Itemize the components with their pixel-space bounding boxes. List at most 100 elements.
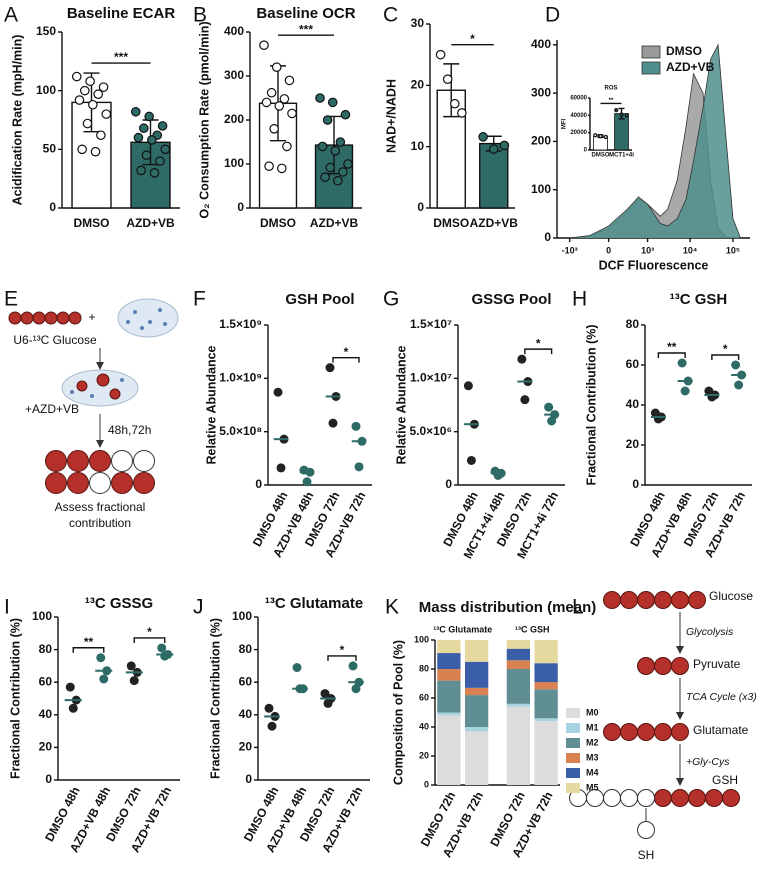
panel-letter: G [383, 288, 399, 311]
data-point [136, 165, 146, 176]
y-tick-label: 30 [411, 16, 425, 30]
data-point [284, 75, 295, 86]
data-point [517, 354, 527, 364]
data-point [325, 162, 335, 173]
data-point [348, 661, 358, 671]
y-axis-label: O₂ Consumption Rate (pmol/min) [197, 21, 211, 218]
data-point [320, 689, 330, 699]
significance-label: * [470, 32, 475, 46]
significance-label: * [340, 643, 345, 657]
x-tick-label: AZD+VB [310, 216, 359, 230]
data-point [126, 661, 136, 671]
chart-title: GSH Pool [285, 291, 354, 308]
data-point [292, 663, 302, 673]
data-point [734, 380, 744, 390]
y-axis-label: Relative Abundance [394, 345, 408, 464]
y-tick-label: 80 [626, 317, 640, 331]
bar-segment [437, 715, 461, 785]
data-point [317, 141, 328, 152]
x-axis-label: DCF Fluorescence [599, 258, 709, 272]
data-point [266, 87, 277, 98]
significance-label: ** [667, 340, 677, 354]
data-point [488, 144, 499, 154]
significance-label: * [344, 345, 349, 359]
legend-label: DMSO [666, 44, 702, 58]
x-tick-label: -10³ [562, 245, 578, 255]
chart-title: Baseline OCR [256, 5, 355, 22]
y-tick-label: 0 [445, 477, 452, 491]
bar-segment [437, 640, 461, 654]
bar-segment [464, 687, 489, 696]
y-tick-label: 20 [411, 78, 425, 92]
bar-segment [437, 680, 461, 713]
y-tick-label: 80 [39, 642, 53, 656]
glucose-carbons [603, 591, 706, 609]
data-point [261, 97, 272, 108]
treated-dish [61, 369, 139, 407]
data-point [71, 71, 82, 82]
bar-segment [437, 653, 461, 669]
step-label: Glycolysis [686, 626, 734, 638]
panel-letter: C [383, 4, 398, 27]
y-tick-label: 100 [531, 182, 551, 196]
data-point [680, 386, 690, 396]
caption-line: contribution [69, 516, 131, 530]
y-tick-label: 0 [255, 477, 262, 491]
data-point [93, 89, 104, 99]
bar-segment [506, 640, 531, 649]
data-point [79, 85, 90, 96]
y-axis-label: Composition of Pool (%) [391, 640, 405, 785]
y-tick-label: 1.0×10⁹ [219, 371, 262, 385]
y-tick-label: 1.5×10⁹ [219, 317, 262, 331]
data-point [88, 99, 98, 110]
legend-swatch [641, 61, 661, 75]
data-point [99, 674, 109, 684]
y-tick-label: 0 [237, 200, 244, 214]
legend-swatch [566, 768, 580, 778]
y-tick-label: 100 [36, 83, 56, 97]
treatment-label: +AZD+VB [25, 402, 79, 416]
significance-label: * [723, 342, 728, 356]
legend-label: AZD+VB [666, 60, 715, 74]
y-tick-label: 60 [419, 692, 429, 702]
significance-bracket [524, 348, 553, 355]
data-point [98, 82, 109, 92]
chart-title: ROS [604, 86, 617, 92]
data-point [282, 141, 292, 152]
data-point [677, 358, 687, 368]
metabolite-label: Glucose [709, 589, 753, 603]
data-point [614, 108, 619, 113]
data-point [603, 134, 608, 140]
y-tick-label: 0 [544, 230, 551, 244]
panel-e: E + U6-¹³C Glucose +AZD+VB 48h,72h Asses… [4, 288, 179, 530]
data-point [155, 156, 165, 166]
data-point [160, 651, 170, 661]
data-point [707, 392, 717, 402]
data-point [493, 470, 503, 480]
data-point [463, 381, 473, 391]
data-point [271, 62, 282, 72]
y-tick-label: 0 [424, 779, 429, 789]
y-tick-label: 1.0×10⁷ [410, 371, 452, 385]
gsh-carbons [569, 789, 740, 839]
error-bar [443, 63, 460, 118]
data-point [85, 76, 95, 87]
y-tick-label: 10 [411, 139, 425, 153]
legend-label: M2 [586, 737, 599, 747]
y-tick-label: 40 [239, 707, 253, 721]
y-tick-label: 50 [43, 142, 57, 156]
bar-segment [534, 718, 558, 722]
x-tick-label: MCT1+4i [609, 153, 634, 159]
group-label: ¹³C Glutamate [433, 624, 492, 634]
y-axis-label: Fractional Contribution (%) [208, 618, 222, 779]
bar-segment [464, 661, 489, 688]
legend-swatch [566, 708, 580, 718]
data-point [325, 363, 335, 373]
data-point [264, 161, 274, 171]
data-point [276, 463, 286, 473]
data-point [273, 387, 283, 397]
significance-bracket [711, 354, 740, 360]
timepoint-label: 48h,72h [108, 423, 151, 437]
panel-letter: A [4, 4, 18, 27]
